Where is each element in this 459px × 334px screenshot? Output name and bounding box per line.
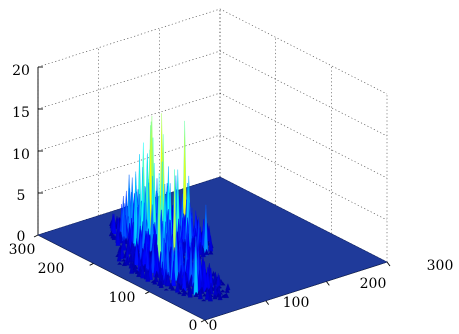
surface-spike bbox=[124, 256, 130, 266]
surface-spike bbox=[177, 291, 183, 295]
surface-spike bbox=[115, 228, 121, 246]
surface-spike bbox=[204, 248, 210, 256]
surface-spike bbox=[118, 231, 124, 244]
surface-spike bbox=[129, 264, 135, 274]
surface-spike bbox=[150, 238, 156, 274]
x-tick-label-0: 0 bbox=[209, 318, 218, 334]
surface-spike bbox=[175, 280, 180, 293]
surface-spike bbox=[158, 280, 164, 288]
surface-spike bbox=[187, 287, 193, 298]
tick-labels: 0 5 10 15 20 0 100 200 300 0 100 200 300 bbox=[9, 63, 454, 334]
surface-spike bbox=[223, 292, 230, 298]
surface-spike bbox=[116, 251, 122, 262]
surface-spike bbox=[200, 299, 207, 302]
surface-spike bbox=[171, 261, 176, 287]
z-tick-label-5: 5 bbox=[17, 188, 26, 204]
surface bbox=[37, 113, 388, 321]
z-gridline bbox=[37, 134, 388, 221]
surface-spike bbox=[152, 279, 158, 285]
surface-spike bbox=[220, 281, 226, 286]
z-gridline bbox=[37, 92, 388, 179]
surface-spike bbox=[121, 258, 127, 262]
surface-spike bbox=[140, 264, 146, 279]
x-tick-label-300: 300 bbox=[427, 258, 454, 274]
y-tick-mark bbox=[200, 319, 206, 323]
surface-spike bbox=[224, 287, 230, 293]
surface-spike bbox=[136, 270, 142, 277]
surface-spike bbox=[203, 204, 209, 256]
z-tick-label-20: 20 bbox=[12, 63, 30, 79]
surface-spike bbox=[170, 285, 176, 291]
surface-spike bbox=[121, 236, 127, 251]
surface-spike bbox=[197, 288, 203, 300]
surface-spike bbox=[212, 293, 218, 300]
surface-spike bbox=[119, 243, 125, 259]
z-gridline bbox=[37, 8, 388, 95]
x-tick-mark bbox=[386, 261, 391, 267]
surface-spike bbox=[134, 238, 140, 266]
y-tick-mark bbox=[89, 262, 94, 266]
x-tick-mark bbox=[265, 300, 270, 305]
y-tick-label-100: 100 bbox=[109, 290, 136, 306]
surface-spike bbox=[165, 272, 171, 286]
x-tick-mark bbox=[325, 281, 330, 286]
surface-spike bbox=[147, 260, 153, 280]
surface-spike bbox=[220, 289, 226, 293]
surface-spike bbox=[132, 265, 138, 273]
surface-spike bbox=[181, 290, 187, 296]
y-tick-mark bbox=[33, 234, 39, 238]
y-tick-label-200: 200 bbox=[38, 261, 65, 277]
surface-spike bbox=[207, 291, 213, 302]
surface-spike bbox=[111, 213, 117, 235]
surface-spike bbox=[173, 229, 179, 281]
y-tick-label-300: 300 bbox=[9, 242, 36, 258]
surface-spike bbox=[204, 287, 210, 300]
surface-spike bbox=[145, 268, 151, 282]
surface-spike bbox=[208, 249, 214, 255]
y-tick-label-0: 0 bbox=[189, 318, 198, 334]
y-tick-mark bbox=[145, 291, 150, 295]
surface-spike bbox=[111, 234, 117, 241]
x-tick-label-100: 100 bbox=[283, 295, 310, 311]
x-tick-label-200: 200 bbox=[360, 276, 387, 292]
x-tick-mark bbox=[204, 319, 209, 325]
z-tick-label-15: 15 bbox=[12, 105, 30, 121]
surface-spike bbox=[217, 293, 223, 301]
z-tick-label-10: 10 bbox=[12, 147, 30, 163]
z-tick-label-0: 0 bbox=[17, 229, 26, 245]
surface-spike bbox=[220, 294, 226, 298]
surface-spike bbox=[206, 225, 212, 242]
surface-spike bbox=[117, 261, 123, 265]
z-gridline bbox=[37, 50, 388, 137]
surface-spike bbox=[163, 288, 170, 291]
